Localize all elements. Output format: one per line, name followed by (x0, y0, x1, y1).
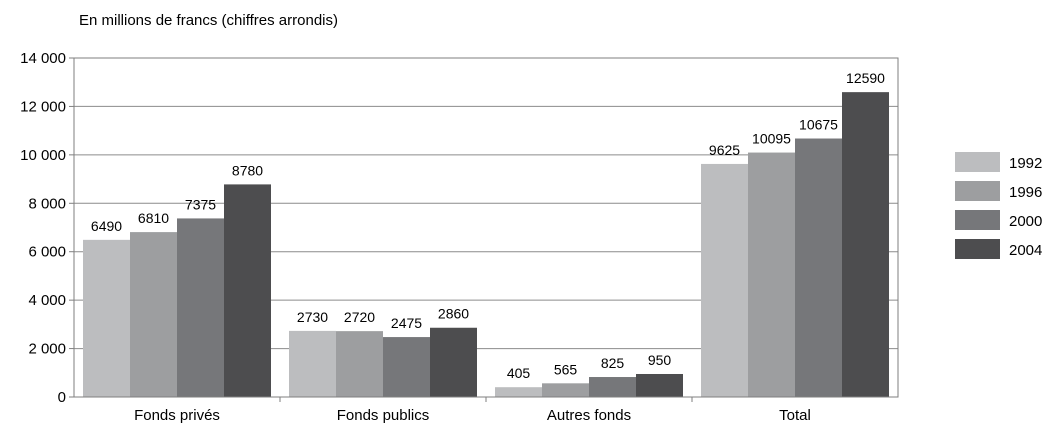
data-labels: 6490 6810 7375 8780 2730 2720 2475 2860 405 565 82… (91, 70, 885, 381)
x-axis-categories: Fonds privés Fonds publics Autres fonds Tot… (134, 397, 811, 424)
data-label: 2860 (438, 306, 469, 322)
bar (83, 239, 130, 397)
data-label: 8780 (232, 162, 263, 178)
legend-label: 2004 (1009, 242, 1042, 259)
y-tick-label: 10 000 (20, 147, 66, 164)
y-tick-label: 4 000 (28, 292, 66, 309)
legend-swatch (955, 239, 1000, 259)
legend-swatch (955, 210, 1000, 230)
bar (795, 138, 842, 397)
legend-swatch (955, 152, 1000, 172)
legend-label: 1996 (1009, 184, 1042, 201)
y-tick-label: 14 000 (20, 50, 66, 67)
data-label: 10095 (752, 131, 791, 147)
legend-label: 2000 (1009, 213, 1042, 230)
legend-swatch (955, 181, 1000, 201)
y-tick-label: 2 000 (28, 341, 66, 358)
bar (177, 218, 224, 397)
x-category-label: Total (779, 407, 811, 424)
legend-label: 1992 (1009, 155, 1042, 172)
bar (289, 330, 336, 397)
bar (495, 387, 542, 397)
data-label: 9625 (709, 142, 740, 158)
y-tick-label: 8 000 (28, 195, 66, 212)
data-label: 12590 (846, 70, 885, 86)
bar (224, 184, 271, 397)
bar (383, 337, 430, 397)
bars (83, 92, 889, 397)
bar (130, 232, 177, 397)
data-label: 7375 (185, 196, 216, 212)
y-tick-label: 0 (58, 389, 66, 406)
bar (542, 383, 589, 397)
y-axis-ticks: 0 2 000 4 000 6 000 8 000 10 000 12 000 14 000 (20, 50, 74, 406)
chart-subtitle: En millions de francs (chiffres arrondis… (79, 12, 338, 29)
data-label: 565 (554, 361, 578, 377)
x-category-label: Fonds publics (337, 407, 430, 424)
data-label: 6810 (138, 210, 169, 226)
data-label: 950 (648, 352, 672, 368)
x-category-label: Autres fonds (547, 407, 631, 424)
data-label: 6490 (91, 218, 122, 234)
plot-frame (73, 57, 899, 398)
data-label: 405 (507, 365, 531, 381)
bar (842, 92, 889, 397)
data-label: 825 (601, 355, 625, 371)
bar (336, 331, 383, 397)
data-label: 2720 (344, 309, 375, 325)
bar (589, 377, 636, 397)
bar (748, 152, 795, 397)
bar (636, 373, 683, 397)
data-label: 2475 (391, 315, 422, 331)
data-label: 10675 (799, 117, 838, 133)
legend: 1992 1996 2000 2004 (955, 152, 1042, 259)
y-tick-label: 12 000 (20, 98, 66, 115)
bar (701, 163, 748, 397)
data-label: 2730 (297, 309, 328, 325)
y-tick-label: 6 000 (28, 244, 66, 261)
bar (430, 327, 477, 397)
x-category-label: Fonds privés (134, 407, 220, 424)
